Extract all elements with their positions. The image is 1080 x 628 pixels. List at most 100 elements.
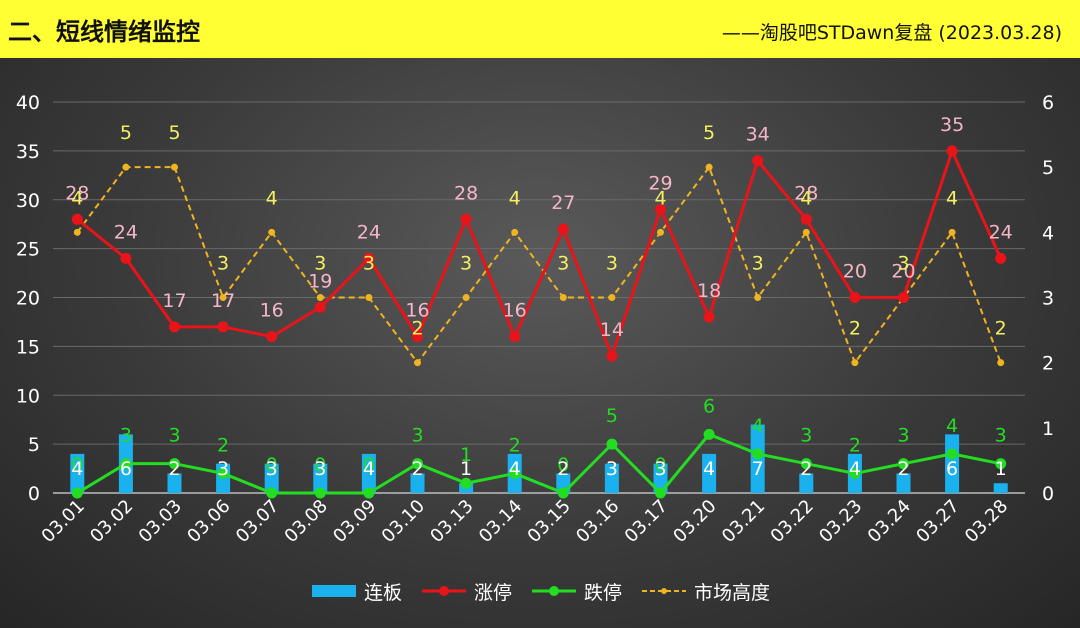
y-left-tick-label: 0 (28, 483, 40, 505)
label-market-height: 4 (946, 187, 958, 209)
point-market-height (608, 294, 616, 301)
point-limit-down (412, 458, 423, 470)
point-limit-up (655, 204, 666, 216)
y-left-tick-label: 10 (16, 385, 40, 407)
label-limit-down: 2 (217, 434, 229, 456)
label-limit-down: 0 (71, 454, 83, 476)
label-limit-down: 3 (800, 425, 812, 447)
point-limit-up (314, 301, 326, 313)
label-board: 2 (411, 458, 423, 480)
label-limit-up: 16 (405, 300, 429, 322)
label-market-height: 3 (217, 253, 229, 275)
label-limit-down: 4 (946, 415, 958, 437)
point-market-height (462, 294, 470, 301)
point-limit-up (120, 252, 132, 264)
label-market-height: 3 (314, 253, 326, 275)
x-tick-label: 03.09 (329, 496, 380, 547)
point-market-height (73, 228, 81, 236)
point-limit-down (849, 467, 861, 479)
label-market-height: 5 (703, 122, 715, 144)
label-limit-down: 0 (363, 454, 375, 476)
label-limit-down: 2 (509, 434, 521, 456)
label-limit-up: 24 (989, 221, 1013, 243)
legend-label-limit-down: 跌停 (584, 581, 623, 604)
legend-label-board: 连板 (363, 581, 402, 604)
label-limit-down: 0 (654, 454, 666, 476)
point-limit-up (800, 213, 812, 225)
label-board: 3 (266, 458, 278, 480)
point-market-height (997, 359, 1005, 367)
label-board: 3 (217, 458, 229, 480)
point-limit-down (169, 458, 180, 470)
label-limit-up: 29 (648, 173, 672, 195)
label-market-height: 4 (71, 187, 83, 209)
line-market-height (76, 166, 1002, 364)
point-limit-down (266, 487, 278, 499)
point-market-height (559, 294, 567, 301)
bar-board (70, 453, 85, 493)
point-limit-down (363, 487, 375, 499)
label-limit-down: 0 (266, 454, 278, 476)
y-right-tick-label: 4 (1042, 222, 1054, 244)
label-limit-up: 20 (843, 261, 867, 283)
point-limit-up (509, 331, 521, 343)
y-left-tick-label: 20 (16, 288, 40, 310)
label-limit-up: 27 (551, 192, 575, 214)
y-left-tick-label: 30 (16, 190, 40, 212)
label-market-height: 4 (266, 187, 278, 209)
point-limit-up (460, 213, 472, 225)
label-limit-down: 3 (897, 425, 909, 447)
point-limit-down (314, 487, 326, 499)
bar-board (604, 463, 619, 493)
point-market-height (171, 163, 178, 171)
bar-board (993, 483, 1008, 493)
y-right-tick-label: 6 (1042, 92, 1054, 114)
point-limit-up (995, 252, 1007, 264)
point-limit-up (606, 350, 618, 362)
label-market-height: 4 (654, 187, 666, 209)
label-market-height: 3 (363, 253, 375, 275)
point-limit-up (703, 311, 715, 323)
label-limit-up: 34 (746, 124, 770, 146)
label-limit-up: 19 (308, 270, 332, 292)
bar-board (264, 463, 279, 493)
point-limit-up (898, 292, 909, 303)
point-market-height (851, 359, 859, 367)
label-limit-down: 1 (460, 444, 472, 466)
label-board: 2 (897, 458, 909, 480)
label-limit-up: 28 (65, 182, 89, 204)
point-limit-down (995, 458, 1007, 470)
x-tick-label: 03.23 (815, 496, 866, 547)
x-tick-label: 03.27 (912, 496, 963, 547)
label-market-height: 3 (557, 253, 569, 275)
bar-board (896, 473, 911, 493)
point-market-height (414, 359, 421, 367)
legend: 连板 涨停 跌停 市场高度 (0, 578, 1080, 604)
x-tick-label: 03.01 (38, 496, 89, 547)
point-limit-up (169, 321, 180, 333)
label-market-height: 5 (120, 122, 132, 144)
label-limit-up: 20 (891, 261, 915, 283)
label-market-height: 3 (752, 253, 764, 275)
label-limit-up: 17 (211, 290, 235, 312)
x-tick-label: 03.13 (426, 496, 477, 547)
legend-swatch-height (642, 588, 687, 594)
point-market-height (802, 228, 810, 236)
point-limit-up (266, 331, 278, 343)
label-board: 4 (703, 458, 715, 480)
point-limit-down (71, 487, 83, 499)
label-limit-up: 16 (260, 300, 284, 322)
x-tick-label: 03.02 (86, 496, 137, 547)
label-limit-up: 24 (114, 221, 138, 243)
label-limit-up: 18 (697, 280, 721, 302)
label-limit-up: 14 (600, 319, 624, 341)
legend-swatch-limit-down (532, 586, 576, 596)
point-limit-up (363, 252, 375, 264)
point-market-height (316, 294, 324, 301)
label-limit-down: 0 (557, 454, 569, 476)
point-limit-down (752, 448, 764, 460)
point-market-height (511, 228, 519, 236)
label-market-height: 2 (849, 318, 861, 340)
label-limit-up: 28 (794, 182, 818, 204)
